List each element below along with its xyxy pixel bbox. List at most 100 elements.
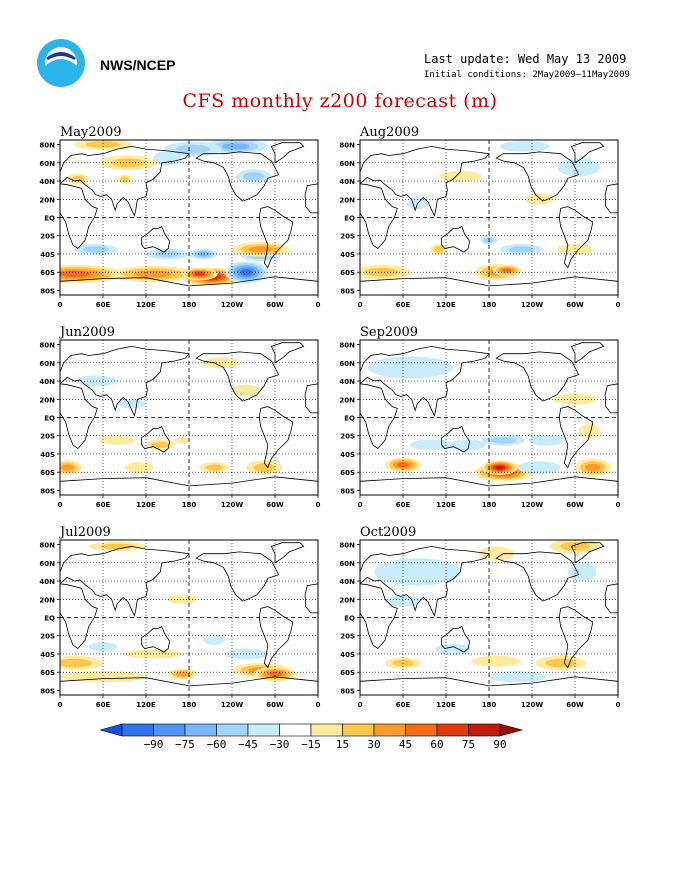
colorbar-swatch <box>247 723 280 737</box>
lat-tick-label: EQ <box>44 615 55 623</box>
colorbar-label: −90 <box>144 738 164 751</box>
anomaly-contour <box>489 671 547 683</box>
anomaly-contour <box>248 246 273 253</box>
colorbar-label: 60 <box>430 738 443 751</box>
coastline <box>195 151 280 202</box>
anomaly-contour <box>517 461 561 475</box>
anomaly-contour <box>524 193 554 205</box>
coastline <box>60 345 190 417</box>
lon-tick-label: 0 <box>316 501 321 509</box>
anomaly-contour <box>154 250 181 258</box>
anomaly-contour <box>221 143 250 150</box>
panel-title: Sep2009 <box>360 325 418 340</box>
coastline <box>60 145 190 217</box>
lon-tick-label: 0 <box>316 301 321 309</box>
lon-tick-label: 60W <box>266 701 284 709</box>
anomaly-contour <box>203 357 240 369</box>
coastline <box>495 351 580 402</box>
lon-tick-label: 0 <box>58 501 63 509</box>
anomaly-contour <box>578 423 601 439</box>
anomaly-contour <box>197 251 210 257</box>
coastline <box>360 476 618 495</box>
lat-tick-label: 80S <box>40 287 55 295</box>
coastline <box>604 383 618 414</box>
lat-tick-label: 80N <box>39 542 55 550</box>
colorbar-label: −30 <box>270 738 290 751</box>
anomaly-contour <box>410 439 454 451</box>
anomaly-contour <box>397 462 409 468</box>
colorbar-label: 75 <box>462 738 475 751</box>
colorbar-swatch <box>436 723 469 737</box>
lon-tick-label: 60W <box>566 701 584 709</box>
coastline <box>195 551 280 602</box>
coastline <box>360 583 398 650</box>
lat-tick-label: 60S <box>340 669 355 677</box>
lat-tick-label: 40N <box>39 378 55 386</box>
coastline <box>60 276 318 295</box>
panel-title: Aug2009 <box>359 125 419 140</box>
lat-tick-label: 60S <box>340 269 355 277</box>
anomaly-contour <box>175 144 210 154</box>
colorbar-swatch <box>342 723 375 737</box>
lat-tick-label: 40S <box>40 651 55 659</box>
lon-tick-label: 120W <box>521 301 544 309</box>
coastline <box>441 226 471 253</box>
anomaly-contour <box>175 671 188 677</box>
coastline <box>195 351 280 402</box>
anomaly-contour <box>502 268 512 273</box>
anomaly-contour <box>585 463 601 472</box>
colorbar-swatch <box>184 723 217 737</box>
lon-tick-label: 180 <box>182 501 197 509</box>
coastline <box>141 626 171 653</box>
coastline <box>60 183 98 250</box>
coastline <box>360 676 618 695</box>
anomaly-contour <box>490 437 517 444</box>
lat-tick-label: 80S <box>340 287 355 295</box>
anomaly-contour <box>61 464 74 471</box>
anomaly-contour <box>471 655 522 667</box>
anomaly-contour <box>495 465 504 470</box>
lat-tick-label: 20N <box>339 396 355 404</box>
last-update-text: Last update: Wed May 13 2009 <box>424 52 627 66</box>
anomaly-contour <box>374 558 461 586</box>
lat-tick-label: 40N <box>39 578 55 586</box>
lat-tick-label: 60N <box>39 360 55 368</box>
anomaly-contour <box>74 375 118 387</box>
colorbar-label: −75 <box>175 738 195 751</box>
anomaly-contour <box>567 562 597 582</box>
lat-tick-label: 60N <box>39 160 55 168</box>
anomaly-contour <box>174 436 189 444</box>
coastline <box>60 476 318 495</box>
coastline <box>604 583 618 614</box>
lat-tick-label: 40S <box>340 651 355 659</box>
lon-tick-label: 0 <box>58 301 63 309</box>
panel-title: Jul2009 <box>58 525 111 540</box>
lat-tick-label: 80N <box>39 142 55 150</box>
lon-tick-label: 120W <box>221 501 244 509</box>
lon-tick-label: 180 <box>482 301 497 309</box>
anomaly-contour <box>242 172 265 181</box>
anomaly-contour <box>60 270 92 278</box>
anomaly-contour <box>82 246 109 253</box>
lat-tick-label: 80N <box>339 542 355 550</box>
lon-tick-label: 120W <box>521 501 544 509</box>
lon-tick-label: 60E <box>96 501 111 509</box>
colorbar-label: 30 <box>367 738 380 751</box>
noaa-logo <box>37 39 85 87</box>
coastline <box>558 606 594 669</box>
lat-tick-label: EQ <box>44 415 55 423</box>
anomaly-contour <box>385 595 421 607</box>
colorbar-swatch <box>153 723 186 737</box>
lon-tick-label: 60W <box>266 501 284 509</box>
anomaly-contour <box>134 270 172 278</box>
anomaly-contour <box>194 272 205 276</box>
lon-tick-label: 0 <box>316 701 321 709</box>
coastline <box>558 206 594 269</box>
anomaly-contour <box>88 642 118 652</box>
coastline <box>604 183 618 214</box>
lat-tick-label: EQ <box>44 215 55 223</box>
coastline <box>360 276 618 295</box>
